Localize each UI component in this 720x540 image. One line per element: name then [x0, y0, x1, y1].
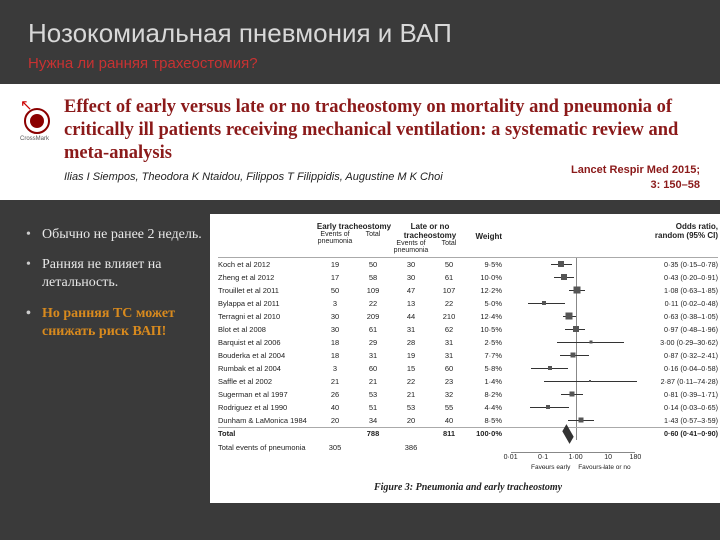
forest-row: Dunham & LaMonica 1984203420408·5%1·43 (… [218, 414, 718, 427]
paper-banner: ↖ CrossMark Effect of early versus late … [0, 84, 720, 200]
forest-plot: Early tracheostomy Events of pneumoniaTo… [210, 214, 720, 503]
forest-row: Rumbak et al 200436015605·8%0·16 (0·04–0… [218, 362, 718, 375]
forest-summary-row: Total events of pneumonia305386 [218, 440, 718, 452]
forest-row: Blot et al 20083061316210·5%0·97 (0·48–1… [218, 323, 718, 336]
bullet-list: Обычно не ранее 2 недель. Ранняя не влияе… [24, 214, 210, 503]
forest-total-row: Total788811100·0%0·60 (0·41–0·90) [218, 427, 718, 440]
forest-row: Terragni et al 2010302094421012·4%0·63 (… [218, 310, 718, 323]
crossmark-icon: ↖ CrossMark [20, 96, 56, 132]
bullet-item: Обычно не ранее 2 недель. [24, 226, 210, 244]
forest-row: Saffle et al 2002212122231·4%2·87 (0·11–… [218, 375, 718, 388]
forest-row: Bylappa et al 201132213225·0%0·11 (0·02–… [218, 297, 718, 310]
forest-row: Trouillet et al 2011501094710712·2%1·08 … [218, 284, 718, 297]
forest-row: Zheng et al 20121758306110·0%0·43 (0·20–… [218, 271, 718, 284]
paper-title: Effect of early versus late or no trache… [64, 96, 700, 165]
bullet-item: Но ранняя ТС может снижать риск ВАП! [24, 305, 210, 341]
slide-title: Нозокомиальная пневмония и ВАП [0, 0, 720, 53]
forest-row: Sugerman et al 1997265321328·2%0·81 (0·3… [218, 388, 718, 401]
forest-row: Koch et al 2012195030509·5%0·35 (0·15–0·… [218, 258, 718, 271]
figure-caption: Figure 3: Pneumonia and early tracheosto… [218, 478, 718, 493]
bullet-item: Ранняя не влияет на летальность. [24, 256, 210, 292]
forest-row: Barquist et al 2006182928312·5%3·00 (0·2… [218, 336, 718, 349]
slide-subtitle: Нужна ли ранняя трахеостомия? [0, 53, 720, 84]
forest-row: Bouderka et al 2004183119317·7%0·87 (0·3… [218, 349, 718, 362]
forest-row: Rodriguez et al 1990405153554·4%0·14 (0·… [218, 401, 718, 414]
